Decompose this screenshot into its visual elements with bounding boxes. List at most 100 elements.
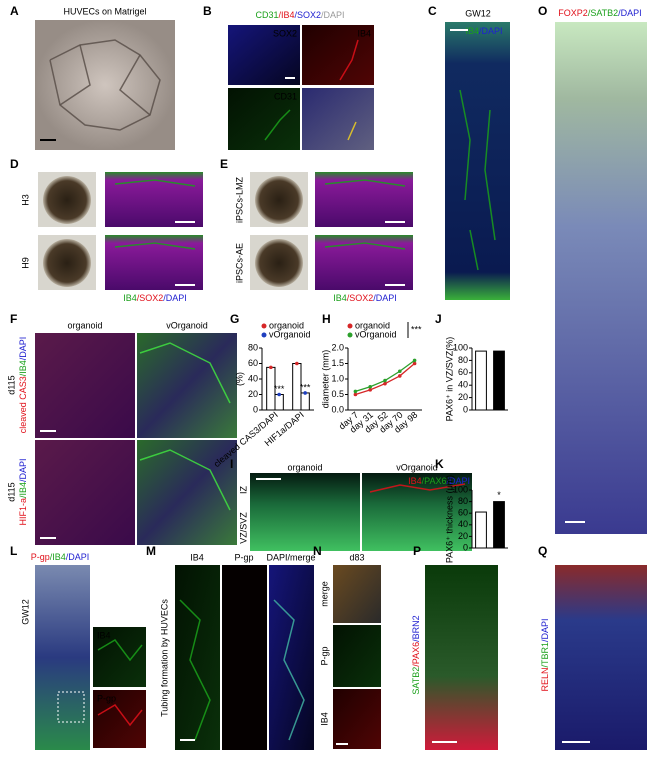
stain-part: /DAPI [66,552,90,562]
micrograph [315,235,413,290]
label: IZ [238,485,248,494]
significance: * [497,490,501,500]
vessel [49,39,161,131]
stain-part: IB4 [123,293,137,303]
vessel [484,109,496,241]
label: d115 [6,482,16,501]
panel-label: N [313,544,322,558]
micrograph [445,22,510,300]
stain-label: P-gp/IB4/DAPI [31,552,90,562]
bar-point [303,391,307,395]
panel-label: C [428,4,437,18]
y-tick-label: 100 [453,342,468,352]
panel-label: P [413,544,421,558]
micrograph [105,172,203,227]
micrograph [105,235,203,290]
micrograph [228,88,300,150]
panel-label: Q [538,544,547,558]
label: d115 [6,375,16,394]
point [353,389,358,394]
stain-part: /DAPI [618,8,642,18]
stain-label: IB4/PAX6/DAPI [408,476,470,486]
label: CD31 [274,91,297,101]
vessel [339,39,359,81]
organoid [255,176,303,224]
micrograph [137,440,237,545]
point [412,358,417,363]
significance: *** [300,382,311,392]
micrograph [302,25,374,85]
label: vOrganoid [396,462,438,472]
panel-label: O [538,4,547,18]
stain-part: IB4 [408,476,422,486]
bar [274,394,284,411]
stain-part: cleaved CAS3 [18,376,28,433]
line [355,359,415,393]
micrograph [333,689,381,749]
stain-label: IB4/SOX2/DAPI [123,293,187,303]
y-tick-label: 40 [458,519,468,529]
label: DAPI/merge [266,552,315,562]
y-tick-label: 20 [248,389,258,399]
y-axis-label: PAX6⁺ thickness (μm) [444,475,454,563]
y-tick-label: 80 [248,342,258,352]
stain-part: /DAPI [446,476,470,486]
y-tick-label: 0 [253,404,258,414]
legend-label: organoid [355,320,390,330]
panel-label: K [435,457,444,471]
significance: *** [274,384,285,394]
label: d83 [349,552,364,562]
label: SOX2 [273,28,297,38]
vessel [119,54,151,116]
organoid [43,239,91,287]
y-tick-label: 80 [458,355,468,365]
stain-part: /DAPI [373,293,397,303]
label: VZ/SVZ [238,512,248,544]
bar [493,350,505,411]
y-tick-label: 100 [453,484,468,494]
y-tick-label: 40 [458,380,468,390]
y-tick-label: 0.0 [331,404,344,414]
micrograph [333,625,381,687]
stain-part: /DAPI [321,10,345,20]
legend-symbol [347,323,353,329]
micrograph [222,565,267,750]
label: H3 [20,194,30,206]
panel-label: D [10,157,19,171]
point [398,369,402,374]
micrograph [137,333,237,438]
vessel [369,483,466,493]
micrograph [35,333,135,438]
legend-symbol [261,323,267,329]
bar-point [295,361,299,366]
label: organoid [287,462,322,472]
label: IB4 [97,630,111,640]
stain-part: IB4 [465,26,479,36]
stain-label: IB4/DAPI [465,26,502,36]
stain-part: /SOX2 [295,10,322,20]
y-tick-label: 80 [458,496,468,506]
legend-symbol [261,332,267,338]
y-tick-label: 1.0 [331,373,344,383]
label: vOrganoid [166,320,208,330]
y-tick-label: 20 [458,392,468,402]
micrograph [555,565,647,750]
y-axis-label: diameter (mm) [320,350,330,409]
label: merge [319,581,329,607]
stain-label: SATB2/PAX6/BRN2 [411,615,421,694]
bar-point [269,365,273,370]
panel-label: A [10,4,19,18]
vessel [324,242,406,250]
micrograph [228,25,300,85]
y-tick-label: 1.5 [331,358,344,368]
vessel [59,44,91,106]
stain-part: /DAPI [540,618,550,642]
point [383,381,387,386]
micrograph [333,565,381,623]
vessel [114,242,196,250]
bar [475,350,487,411]
stain-part: RELN [540,668,550,692]
vessel [97,639,143,662]
y-tick-label: 2.0 [331,342,344,352]
